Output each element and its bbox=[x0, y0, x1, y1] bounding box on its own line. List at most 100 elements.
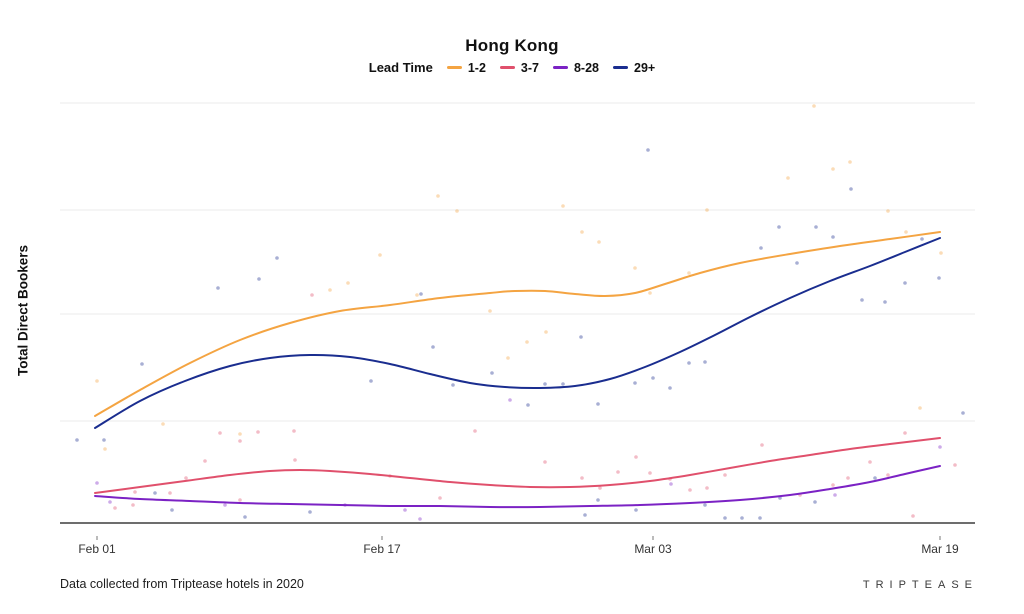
scatter-point-29+ bbox=[814, 225, 818, 229]
scatter-point-3-7 bbox=[886, 473, 890, 477]
scatter-point-3-7 bbox=[648, 471, 652, 475]
scatter-point-3-7 bbox=[292, 429, 296, 433]
scatter-point-3-7 bbox=[256, 430, 260, 434]
scatter-point-29+ bbox=[543, 382, 547, 386]
scatter-point-8-28 bbox=[833, 493, 837, 497]
scatter-point-29+ bbox=[883, 300, 887, 304]
trend-line-3-7 bbox=[94, 437, 941, 494]
scatter-point-3-7 bbox=[598, 486, 602, 490]
scatter-point-3-7 bbox=[868, 460, 872, 464]
scatter-point-8-28 bbox=[938, 445, 942, 449]
scatter-point-3-7 bbox=[760, 443, 764, 447]
scatter-point-3-7 bbox=[543, 460, 547, 464]
scatter-point-29+ bbox=[257, 277, 261, 281]
x-tick-label: Mar 19 bbox=[921, 542, 959, 556]
scatter-point-3-7 bbox=[293, 458, 297, 462]
legend-item-label: 8-28 bbox=[573, 60, 600, 75]
scatter-point-3-7 bbox=[846, 476, 850, 480]
scatter-point-29+ bbox=[308, 510, 312, 514]
scatter-point-29+ bbox=[153, 491, 157, 495]
scatter-point-29+ bbox=[419, 292, 423, 296]
scatter-point-8-28 bbox=[95, 481, 99, 485]
scatter-point-1-2 bbox=[648, 291, 652, 295]
scatter-point-1-2 bbox=[544, 330, 548, 334]
scatter-point-29+ bbox=[451, 383, 455, 387]
scatter-point-29+ bbox=[526, 403, 530, 407]
scatter-point-3-7 bbox=[238, 439, 242, 443]
scatter-point-1-2 bbox=[328, 288, 332, 292]
scatter-point-1-2 bbox=[455, 209, 459, 213]
scatter-point-1-2 bbox=[848, 160, 852, 164]
scatter-point-29+ bbox=[758, 516, 762, 520]
scatter-point-29+ bbox=[831, 235, 835, 239]
scatter-point-8-28 bbox=[108, 500, 112, 504]
scatter-point-29+ bbox=[646, 148, 650, 152]
scatter-point-3-7 bbox=[168, 491, 172, 495]
scatter-point-29+ bbox=[140, 362, 144, 366]
scatter-point-1-2 bbox=[918, 406, 922, 410]
scatter-point-1-2 bbox=[812, 104, 816, 108]
triptease-logo: TRIPTEASE bbox=[862, 579, 978, 591]
scatter-point-3-7 bbox=[131, 503, 135, 507]
scatter-point-29+ bbox=[860, 298, 864, 302]
scatter-point-1-2 bbox=[939, 251, 943, 255]
scatter-point-29+ bbox=[596, 402, 600, 406]
scatter-point-3-7 bbox=[218, 431, 222, 435]
scatter-point-1-2 bbox=[886, 209, 890, 213]
scatter-point-3-7 bbox=[473, 429, 477, 433]
scatter-point-29+ bbox=[633, 381, 637, 385]
scatter-point-29+ bbox=[937, 276, 941, 280]
scatter-point-3-7 bbox=[580, 476, 584, 480]
trend-line-29+ bbox=[94, 237, 941, 429]
legend-item-label: 29+ bbox=[634, 60, 656, 75]
scatter-point-1-2 bbox=[161, 422, 165, 426]
scatter-point-29+ bbox=[703, 503, 707, 507]
scatter-point-3-7 bbox=[616, 470, 620, 474]
scatter-point-1-2 bbox=[415, 293, 419, 297]
legend-item-3-7: 3-7 bbox=[499, 61, 539, 75]
scatter-point-1-2 bbox=[687, 271, 691, 275]
scatter-point-29+ bbox=[596, 498, 600, 502]
scatter-point-3-7 bbox=[310, 293, 314, 297]
footer-caption: Data collected from Triptease hotels in … bbox=[60, 577, 304, 591]
scatter-point-3-7 bbox=[133, 490, 137, 494]
scatter-point-1-2 bbox=[705, 208, 709, 212]
legend-item-29plus: 29+ bbox=[613, 61, 655, 75]
scatter-point-29+ bbox=[75, 438, 79, 442]
scatter-point-1-2 bbox=[786, 176, 790, 180]
scatter-point-8-28 bbox=[403, 508, 407, 512]
scatter-point-29+ bbox=[795, 261, 799, 265]
scatter-point-3-7 bbox=[634, 455, 638, 459]
scatter-point-29+ bbox=[740, 516, 744, 520]
scatter-point-29+ bbox=[813, 500, 817, 504]
scatter-point-29+ bbox=[903, 281, 907, 285]
scatter-point-29+ bbox=[579, 335, 583, 339]
scatter-point-3-7 bbox=[113, 506, 117, 510]
scatter-point-3-7 bbox=[903, 431, 907, 435]
scatter-point-3-7 bbox=[953, 463, 957, 467]
scatter-point-29+ bbox=[561, 382, 565, 386]
legend-swatch-icon bbox=[613, 65, 629, 70]
scatter-point-1-2 bbox=[597, 240, 601, 244]
scatter-point-3-7 bbox=[238, 498, 242, 502]
scatter-point-29+ bbox=[723, 516, 727, 520]
scatter-point-29+ bbox=[849, 187, 853, 191]
scatter-point-8-28 bbox=[418, 517, 422, 521]
scatter-point-1-2 bbox=[831, 167, 835, 171]
scatter-point-3-7 bbox=[688, 488, 692, 492]
x-tick-label: Feb 01 bbox=[78, 542, 116, 556]
scatter-point-1-2 bbox=[580, 230, 584, 234]
scatter-point-1-2 bbox=[525, 340, 529, 344]
scatter-point-29+ bbox=[431, 345, 435, 349]
scatter-point-3-7 bbox=[184, 476, 188, 480]
scatter-point-29+ bbox=[920, 237, 924, 241]
scatter-point-1-2 bbox=[378, 253, 382, 257]
scatter-point-29+ bbox=[583, 513, 587, 517]
scatter-point-29+ bbox=[777, 225, 781, 229]
scatter-point-3-7 bbox=[723, 473, 727, 477]
scatter-point-3-7 bbox=[911, 514, 915, 518]
scatter-point-1-2 bbox=[103, 447, 107, 451]
scatter-point-29+ bbox=[102, 438, 106, 442]
scatter-point-3-7 bbox=[203, 459, 207, 463]
